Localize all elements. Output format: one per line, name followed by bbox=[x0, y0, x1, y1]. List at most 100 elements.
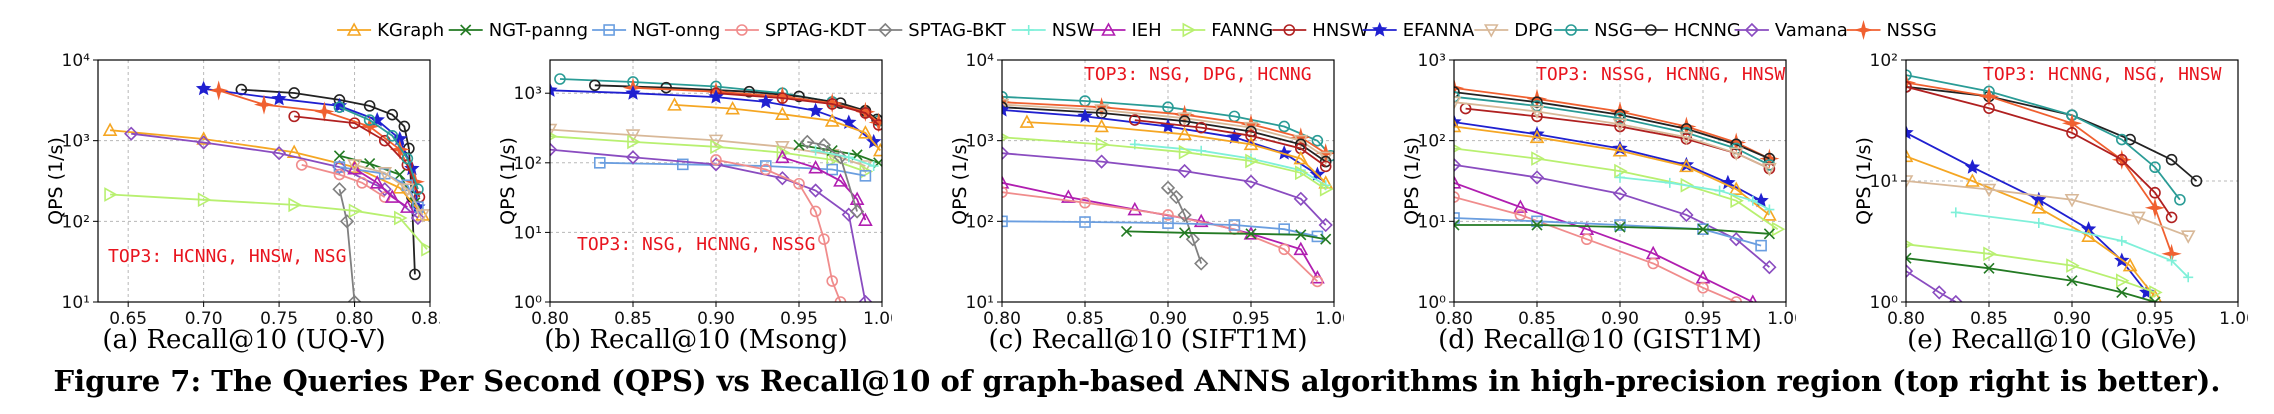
data-point-nsg bbox=[2115, 133, 2128, 146]
data-point-ieh bbox=[858, 212, 873, 226]
data-point-vamana bbox=[196, 135, 211, 150]
x-tick-label: 1.00 bbox=[2219, 309, 2248, 329]
series-efanna bbox=[550, 82, 882, 149]
series-line-ieh bbox=[1002, 181, 1319, 279]
data-point-nsg bbox=[1906, 69, 1912, 81]
y-axis-label: QPS (1/s) bbox=[949, 137, 971, 225]
chart-subtitle: (b) Recall@10 (Msong) bbox=[544, 325, 848, 355]
series-line-sptag-kdt bbox=[1002, 191, 1319, 283]
data-point-hnsw bbox=[1195, 121, 1208, 134]
chart-svg-5: 0.80 0.85 0.90 0.95 1.00 10⁰ 10¹ 10² QPS (1/s) (e… bbox=[1853, 51, 2248, 355]
legend-label-efanna: EFANNA bbox=[1403, 20, 1475, 41]
data-point-nsg bbox=[401, 152, 414, 165]
data-point-hcnng bbox=[288, 87, 300, 99]
data-point-dpg bbox=[1679, 131, 1694, 145]
data-point-ngt-panng bbox=[2066, 275, 2078, 287]
series-nsw bbox=[1615, 172, 1775, 215]
data-point-hcnng bbox=[2165, 153, 2178, 166]
data-point-nssg bbox=[253, 94, 275, 115]
top3-annotation: TOP3: NSSG, HCNNG, HNSW bbox=[1536, 64, 1785, 85]
data-point-ngt-panng bbox=[1906, 252, 1912, 264]
data-point-ngt-panng bbox=[1614, 221, 1626, 233]
data-point-dpg bbox=[1906, 175, 1914, 189]
series-kgraph bbox=[667, 97, 882, 157]
data-point-dpg bbox=[1002, 98, 1010, 113]
x-tick-label: 0.85 bbox=[1518, 309, 1556, 329]
data-point-dpg bbox=[400, 183, 415, 197]
series-line-efanna bbox=[1454, 121, 1762, 202]
data-point-hcnng bbox=[386, 108, 399, 121]
data-point-hnsw bbox=[859, 107, 872, 119]
data-point-vamana bbox=[124, 126, 139, 141]
data-point-ngt-onng bbox=[1454, 212, 1460, 224]
y-tick-label: 10⁰ bbox=[1870, 293, 1899, 313]
legend-entry-sptag-kdt: SPTAG-KDT bbox=[724, 20, 867, 41]
data-point-kgraph bbox=[1965, 173, 1980, 187]
y-tick-label: 10³ bbox=[514, 84, 542, 104]
y-tick-label: 10² bbox=[62, 212, 90, 232]
legend-marker-hcnng bbox=[1645, 24, 1657, 36]
x-tick-label: 1.00 bbox=[1315, 309, 1344, 329]
data-point-dpg bbox=[1529, 105, 1545, 120]
legend-marker-sptag-bkt bbox=[878, 22, 893, 38]
series-kgraph bbox=[1906, 148, 2162, 302]
x-tick-label: 0.85 bbox=[614, 309, 652, 329]
series-sptag-kdt bbox=[1454, 191, 1742, 302]
data-point-kgraph bbox=[775, 106, 790, 120]
top3-annotation: TOP3: NSG, HCNNG, NSSG bbox=[577, 234, 815, 255]
series-ieh bbox=[775, 149, 873, 226]
data-point-kgraph bbox=[1454, 118, 1462, 133]
legend-marker-efanna bbox=[1372, 21, 1388, 37]
series-line-sptag-kdt bbox=[1454, 196, 1737, 302]
data-point-hcnng bbox=[1002, 101, 1008, 113]
data-point-nssg bbox=[1091, 97, 1112, 118]
data-point-kgraph bbox=[2122, 257, 2138, 272]
series-sptag-bkt bbox=[332, 182, 362, 302]
data-point-hnsw bbox=[1129, 114, 1141, 126]
data-point-ieh bbox=[1061, 189, 1076, 203]
data-point-dpg bbox=[377, 166, 393, 181]
data-point-nssg bbox=[314, 101, 335, 122]
top3-annotation: TOP3: HCNNG, HNSW, NSG bbox=[108, 246, 346, 267]
data-point-ngt-onng bbox=[1002, 215, 1008, 228]
data-point-fanng bbox=[2066, 258, 2080, 273]
data-point-fanng bbox=[348, 203, 363, 219]
legend-marker-nssg bbox=[1853, 19, 1874, 41]
data-point-ngt-onng bbox=[859, 170, 872, 182]
data-point-ieh bbox=[833, 173, 848, 187]
data-point-dpg bbox=[2180, 230, 2196, 244]
legend-label-nssg: NSSG bbox=[1887, 20, 1937, 41]
series-efanna bbox=[1906, 124, 2155, 300]
data-point-ngt-panng bbox=[1179, 227, 1191, 239]
series-ieh bbox=[347, 160, 415, 213]
data-point-fanng bbox=[1319, 181, 1334, 197]
data-point-dpg bbox=[1177, 112, 1192, 126]
data-point-ieh bbox=[1513, 199, 1528, 213]
series-nsg bbox=[1906, 69, 2186, 206]
data-point-sptag-kdt bbox=[1162, 209, 1174, 221]
x-tick-label: 0.85 bbox=[1970, 309, 2008, 329]
legend-label-hnsw: HNSW bbox=[1312, 20, 1368, 41]
legend-label-nsg: NSG bbox=[1594, 20, 1633, 41]
chart-panel-uq-v: 0.65 0.70 0.75 0.80 0.85 10¹ 10² 10³ 10⁴ QPS (1/s… bbox=[0, 50, 440, 360]
legend-label-fanng: FANNG bbox=[1211, 20, 1273, 41]
data-point-dpg bbox=[550, 123, 558, 138]
data-point-sptag-kdt bbox=[1311, 275, 1324, 288]
y-tick-label: 10² bbox=[1418, 132, 1446, 152]
data-point-efanna bbox=[708, 89, 724, 104]
y-tick-label: 10¹ bbox=[514, 223, 542, 243]
series-sptag-kdt bbox=[1002, 186, 1324, 288]
data-point-kgraph bbox=[667, 97, 682, 111]
data-point-sptag-kdt bbox=[1278, 243, 1291, 256]
legend-label-dpg: DPG bbox=[1514, 20, 1553, 41]
x-tick-label: 0.80 bbox=[983, 309, 1021, 329]
series-ngt-panng bbox=[1454, 219, 1775, 240]
data-point-hnsw bbox=[776, 92, 789, 104]
data-point-ngt-panng bbox=[1763, 228, 1775, 240]
data-point-kgraph bbox=[1094, 118, 1109, 133]
data-point-sptag-kdt bbox=[1730, 296, 1742, 302]
data-point-kgraph bbox=[1529, 129, 1545, 144]
data-point-nsg bbox=[1162, 101, 1174, 113]
data-point-efanna bbox=[841, 114, 857, 129]
